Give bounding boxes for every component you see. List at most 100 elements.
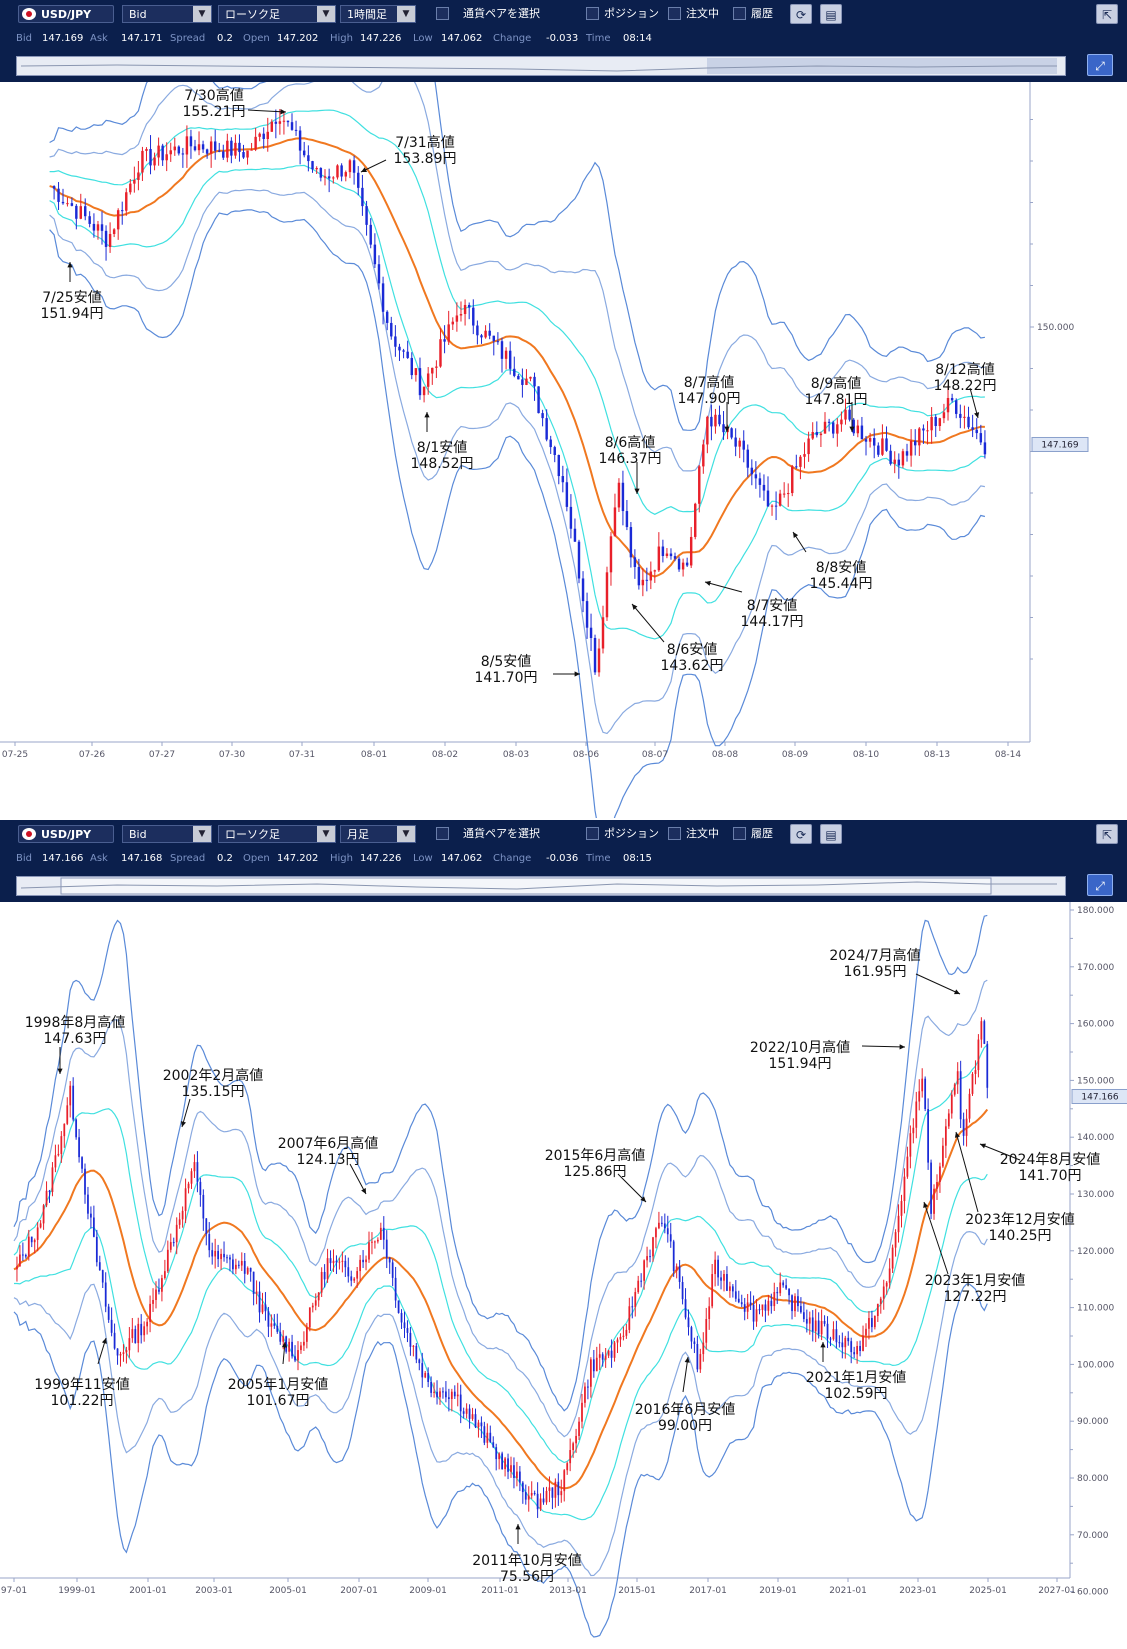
candle-body — [273, 1323, 276, 1326]
annotation-arrowhead — [574, 671, 580, 677]
candle-body — [714, 414, 717, 427]
annotation-price: 99.00円 — [658, 1418, 712, 1434]
annotation-title: 2005年1月安値 — [228, 1377, 329, 1393]
select-pair-checkbox[interactable] — [436, 827, 449, 840]
candle-body — [193, 1162, 196, 1172]
hourly-candlestick-chart[interactable]: 150.000 07-25 07-26 07-27 07-30 07-31 08-01 08-… — [0, 82, 1127, 818]
candle-body — [133, 179, 136, 184]
price-type-select[interactable]: Bid ▼ — [122, 5, 212, 23]
candle-body — [545, 1490, 548, 1503]
candle-body — [190, 1171, 193, 1184]
candle-body — [934, 416, 937, 427]
bollinger-band-3sd-upper — [13, 914, 988, 1412]
candle-body — [788, 1288, 790, 1296]
navigator-window[interactable] — [707, 58, 1057, 74]
candle-body — [881, 438, 884, 455]
candle-body — [918, 428, 921, 446]
candle-body — [488, 330, 491, 336]
orders-checkbox[interactable] — [668, 827, 681, 840]
candle-body — [592, 1359, 595, 1372]
history-checkbox[interactable] — [733, 7, 746, 20]
candle-body — [513, 368, 516, 376]
navigator-scrollbar[interactable] — [16, 876, 1066, 896]
navigator-window[interactable] — [60, 877, 992, 895]
candle-body — [197, 144, 201, 151]
positions-checkbox[interactable] — [586, 7, 599, 20]
candle-body — [353, 1278, 356, 1281]
candle-body — [778, 493, 782, 506]
refresh-button[interactable]: ⟳ — [790, 4, 812, 24]
settings-button[interactable]: ▤ — [820, 824, 842, 844]
candle-body — [758, 1309, 761, 1311]
candle-body — [726, 1274, 728, 1291]
timeframe-select[interactable]: 月足 ▼ — [340, 825, 416, 843]
candle-body — [537, 386, 540, 414]
chart-kind-select[interactable]: ローソク足 ▼ — [218, 825, 336, 843]
candle-body — [864, 439, 868, 442]
candle-body — [267, 1311, 270, 1327]
price-type-select[interactable]: Bid ▼ — [122, 825, 212, 843]
annotation-price: 148.22円 — [934, 378, 997, 394]
bollinger-band-2sd-upper — [49, 82, 985, 472]
select-pair-checkbox[interactable] — [436, 7, 449, 20]
candle-body — [173, 146, 176, 151]
timeframe-select[interactable]: 1時間足 ▼ — [340, 5, 416, 23]
undock-button[interactable]: ⇱ — [1096, 4, 1118, 24]
annotation-price: 151.94円 — [769, 1056, 832, 1072]
annotation-arrowhead — [954, 1132, 960, 1138]
monthly-candlestick-chart[interactable]: 180.000 170.000 160.000 150.000 140.000 130.0… — [0, 902, 1127, 1647]
x-tick-label: 2021-01 — [829, 1586, 867, 1596]
candle-body — [852, 419, 855, 434]
candle-body — [21, 1254, 24, 1256]
candle-body — [767, 1300, 770, 1311]
candle-body — [100, 224, 104, 231]
candle-body — [196, 1162, 199, 1182]
candle-body — [161, 1278, 163, 1292]
bollinger-band-3sd-upper — [49, 82, 986, 431]
candle-body — [356, 1271, 359, 1279]
candle-body — [983, 442, 987, 455]
candle-body — [201, 144, 205, 150]
annotation-title: 8/12高値 — [935, 361, 994, 378]
orders-checkbox[interactable] — [668, 7, 681, 20]
x-tick-label: 08-01 — [361, 750, 387, 760]
refresh-button[interactable]: ⟳ — [790, 824, 812, 844]
candle-body — [327, 176, 331, 179]
candle-body — [486, 1432, 489, 1443]
candle-body — [234, 142, 237, 156]
candle-body — [944, 1126, 947, 1146]
candle-body — [513, 1465, 515, 1478]
history-checkbox[interactable] — [733, 827, 746, 840]
candle-body — [439, 339, 442, 367]
x-tick-label: 2003-01 — [195, 1586, 233, 1596]
navigator-overview — [20, 58, 1057, 74]
settings-button[interactable]: ▤ — [820, 4, 842, 24]
candle-body — [782, 1282, 785, 1286]
undock-button[interactable]: ⇱ — [1096, 824, 1118, 844]
navigator-scrollbar[interactable] — [16, 56, 1066, 76]
spread-value: 0.2 — [217, 33, 233, 44]
price-axis-area — [1070, 902, 1127, 1647]
bollinger-band-2sd-upper — [13, 979, 988, 1438]
chart-kind-select[interactable]: ローソク足 ▼ — [218, 5, 336, 23]
candle-body — [926, 430, 929, 432]
candle-body — [141, 150, 144, 173]
ask-label: Ask — [90, 853, 108, 864]
positions-checkbox[interactable] — [586, 827, 599, 840]
candle-body — [149, 149, 152, 166]
expand-chart-button[interactable]: ⤢ — [1087, 54, 1113, 76]
candle-body — [498, 1453, 501, 1460]
expand-chart-button[interactable]: ⤢ — [1087, 874, 1113, 896]
currency-pair-selector[interactable]: USD/JPY — [18, 825, 114, 843]
chart-kind-value: ローソク足 — [225, 8, 280, 21]
candle-body — [125, 192, 128, 211]
candle-body — [530, 1493, 533, 1496]
annotation-arrowhead — [57, 1068, 63, 1074]
currency-pair-selector[interactable]: USD/JPY — [18, 5, 114, 23]
candle-body — [45, 1190, 48, 1206]
